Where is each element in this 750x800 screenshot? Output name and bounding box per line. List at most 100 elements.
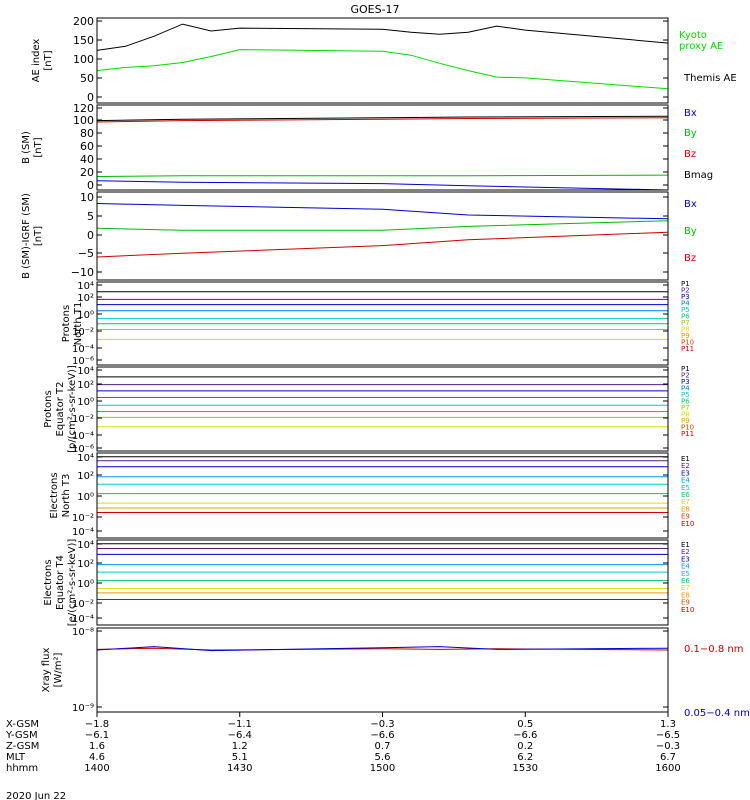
panel-enorth: 10⁴ 10² 10⁰ 10⁻² 10⁻⁴ Electrons North T3 E1E2E3… (49, 452, 694, 539)
y-tick-label: 10⁻⁶ (72, 356, 94, 367)
legend-entry: P11 (681, 430, 694, 438)
panel-pequator-ylabel: Equator T2 (55, 382, 66, 437)
y-tick-label: 10⁻² (72, 414, 94, 425)
panel-bsm-ylabel: B (SM) (21, 131, 32, 164)
y-tick-label: 10⁻⁶ (72, 444, 94, 455)
y-tick-label: 10⁰ (77, 310, 94, 321)
y-tick-label: 10⁻⁹ (72, 703, 94, 714)
panel-bigrf-traces (96, 203, 669, 258)
y-tick-label: 10⁴ (77, 281, 94, 292)
legend-entry: E1 (681, 455, 690, 463)
legend-entry: P3 (681, 293, 690, 301)
y-tick-label: 10² (77, 559, 94, 570)
x-tick-value: 6.2 (517, 752, 533, 763)
legend-entry: E9 (681, 599, 690, 607)
y-tick-label: −5 (78, 247, 94, 260)
legend-entry: E6 (681, 491, 690, 499)
legend-entry: Bx (684, 108, 697, 119)
legend-entry: E3 (681, 469, 690, 477)
panel-pnorth-traces (97, 291, 668, 340)
x-tick-value: −6.6 (513, 730, 537, 741)
panel-ae-ylabel: [nT] (43, 50, 54, 70)
panel-eequator-ylabel: Equator T4 (55, 555, 66, 610)
panel-pequator-frame (96, 366, 669, 452)
y-tick-label: 10² (77, 293, 94, 304)
y-tick-label: 5 (87, 210, 94, 223)
x-tick-value: 1.6 (89, 741, 105, 752)
x-tick-value: −6.4 (228, 730, 252, 741)
x-tick-value: 1530 (513, 763, 538, 774)
legend-entry: P4 (681, 385, 690, 393)
y-tick-label: 80 (80, 127, 94, 140)
x-tick-value: 0.2 (517, 741, 533, 752)
panel-pnorth-ylabel: North T1 (73, 302, 84, 346)
legend-entry: E5 (681, 570, 690, 578)
y-tick-label: 10⁴ (77, 540, 94, 551)
x-tick-value: 0.7 (375, 741, 391, 752)
panel-bigrf-ylabel: B (SM)-IGRF (SM) (21, 193, 32, 279)
legend-entry: P4 (681, 300, 690, 308)
legend-entry: P8 (681, 411, 690, 419)
y-tick-label: 100 (73, 53, 94, 66)
legend-entry: E7 (681, 498, 690, 506)
y-tick-label: 20 (80, 166, 94, 179)
legend-entry: E10 (681, 606, 694, 614)
legend-entry: Kyoto (679, 30, 707, 41)
legend-entry: E4 (681, 563, 690, 571)
y-tick-label: 150 (73, 34, 94, 47)
panel-xray-frame (96, 627, 669, 713)
x-row-label: X-GSM (6, 719, 39, 730)
legend-entry: P8 (681, 326, 690, 334)
panel-bigrf-frame (96, 191, 669, 281)
y-tick-label: 10⁻⁴ (72, 614, 94, 625)
legend-entry: P6 (681, 313, 690, 321)
x-tick-value: 5.1 (232, 752, 248, 763)
legend-entry: E7 (681, 584, 690, 592)
panel-xray-ylabel: [W/m²] (53, 652, 64, 687)
series-bz (96, 117, 669, 123)
panel-bsm-traces (96, 115, 669, 191)
legend-entry: P2 (681, 372, 690, 380)
series-kyoto-proxy-ae (96, 49, 669, 90)
y-tick-label: 10² (77, 471, 94, 482)
series-bx (96, 180, 669, 191)
x-row-label: Z-GSM (6, 741, 39, 752)
series-0-1-0-8-nm (96, 647, 669, 651)
y-tick-label: 0 (87, 229, 94, 242)
y-tick-label: 0 (87, 91, 94, 104)
y-tick-label: 60 (80, 140, 94, 153)
y-tick-label: 10⁻² (72, 327, 94, 338)
legend-entry: P10 (681, 424, 694, 432)
legend-entry: By (684, 128, 697, 139)
series-0-05-0-4-nm (96, 646, 669, 652)
legend-entry: E4 (681, 477, 690, 485)
panel-bigrf-ylabel: [nT] (33, 226, 44, 246)
x-tick-value: 4.6 (89, 752, 105, 763)
legend-entry: E2 (681, 548, 690, 556)
panel-enorth-traces (97, 456, 668, 513)
y-tick-label: 10⁻² (72, 599, 94, 610)
x-tick-value: 1500 (370, 763, 395, 774)
panel-xray-ylabel: Xray flux (41, 648, 52, 693)
y-tick-label: 10⁻⁴ (72, 431, 94, 442)
y-tick-label: 50 (80, 72, 94, 85)
y-tick-label: 10⁴ (77, 453, 94, 464)
legend-entry: P1 (681, 365, 690, 373)
legend-entry: 0.05−0.4 nm (684, 708, 750, 719)
legend-entry: E2 (681, 462, 690, 470)
x-row-label: hhmm (6, 763, 38, 774)
legend-entry: P9 (681, 417, 690, 425)
y-tick-label: 10⁰ (77, 397, 94, 408)
panel-pnorth-ylabel: Protons (61, 305, 72, 342)
legend-entry: P3 (681, 378, 690, 386)
legend-entry: Bz (684, 149, 696, 160)
panel-enorth-ylabel: North T3 (61, 474, 72, 518)
legend-entry: P5 (681, 306, 690, 314)
legend-entry: E9 (681, 513, 690, 521)
y-tick-label: 10 (80, 191, 94, 204)
panel-ae-frame (96, 17, 669, 104)
x-tick-value: 1.3 (660, 719, 676, 730)
